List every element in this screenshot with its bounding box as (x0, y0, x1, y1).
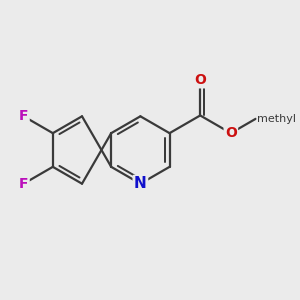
Text: F: F (19, 177, 28, 191)
Text: F: F (19, 109, 28, 123)
Text: N: N (134, 176, 147, 191)
Text: O: O (194, 73, 206, 87)
Text: O: O (225, 126, 237, 140)
Text: methyl: methyl (257, 114, 296, 124)
